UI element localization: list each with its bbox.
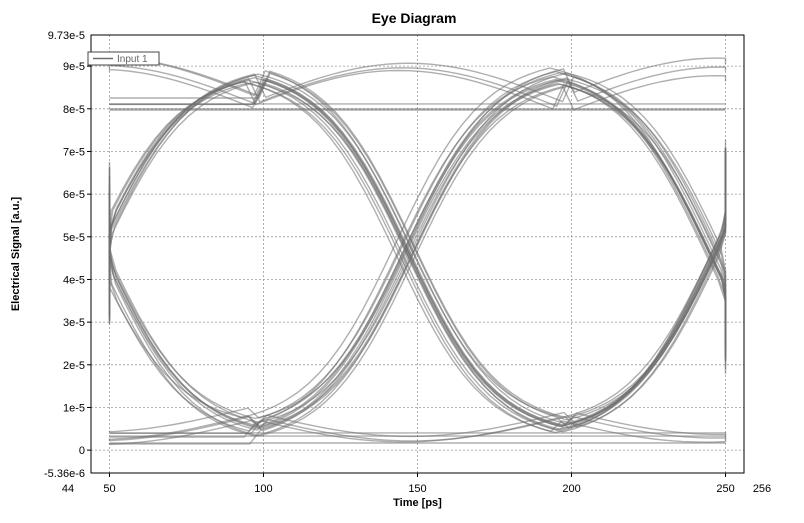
y-tick-label: 2e-5: [63, 360, 85, 372]
y-axis-label: Electrical Signal [a.u.]: [10, 197, 22, 312]
x-tick-label: 50: [103, 483, 115, 495]
gridlines: [91, 35, 744, 473]
y-tick-label: 6e-5: [63, 189, 85, 201]
y-tick-label: 7e-5: [63, 146, 85, 158]
y-tick-label: 3e-5: [63, 317, 85, 329]
eye-trace: [109, 75, 727, 438]
y-min-label: -5.36e-6: [44, 468, 85, 480]
eye-trace: [108, 81, 727, 433]
y-max-label: 9.73e-5: [48, 30, 85, 42]
x-axis-label: Time [ps]: [393, 497, 442, 509]
x-tick-label: 200: [562, 483, 580, 495]
axis-ticks: 0 1e-5 2e-5 3e-5 4e-5 5e-5 6e-5 7e-5 8e-5 9e-5 50 1…: [44, 30, 771, 495]
eye-traces: [108, 56, 727, 445]
x-tick-label: 250: [716, 483, 734, 495]
eye-trace: [108, 78, 727, 430]
y-tick-label: 9e-5: [63, 61, 85, 73]
chart-title: Eye Diagram: [372, 10, 457, 26]
y-tick-label: 4e-5: [63, 274, 85, 286]
eye-trace: [108, 57, 727, 420]
eye-trace: [108, 67, 727, 431]
eye-trace: [108, 78, 727, 441]
legend-box: [87, 51, 160, 66]
eye-trace: [108, 70, 727, 433]
eye-trace: [108, 67, 727, 357]
y-tick-label: 8e-5: [63, 104, 85, 116]
x-tick-label: 100: [254, 483, 272, 495]
x-tick-label: 150: [408, 483, 426, 495]
eye-trace: [109, 82, 727, 445]
legend-entry-input-1: Input 1: [117, 54, 148, 65]
eye-trace: [108, 56, 727, 419]
y-tick-label: 5e-5: [63, 232, 85, 244]
x-max-label: 256: [753, 483, 771, 495]
eye-trace: [109, 78, 727, 427]
y-tick-label: 1e-5: [63, 402, 85, 414]
x-min-label: 44: [62, 483, 74, 495]
eye-trace: [108, 81, 727, 443]
legend: Input 1: [87, 51, 160, 66]
eye-trace: [108, 79, 727, 431]
y-tick-label: 0: [79, 445, 85, 457]
eye-trace: [108, 73, 727, 436]
